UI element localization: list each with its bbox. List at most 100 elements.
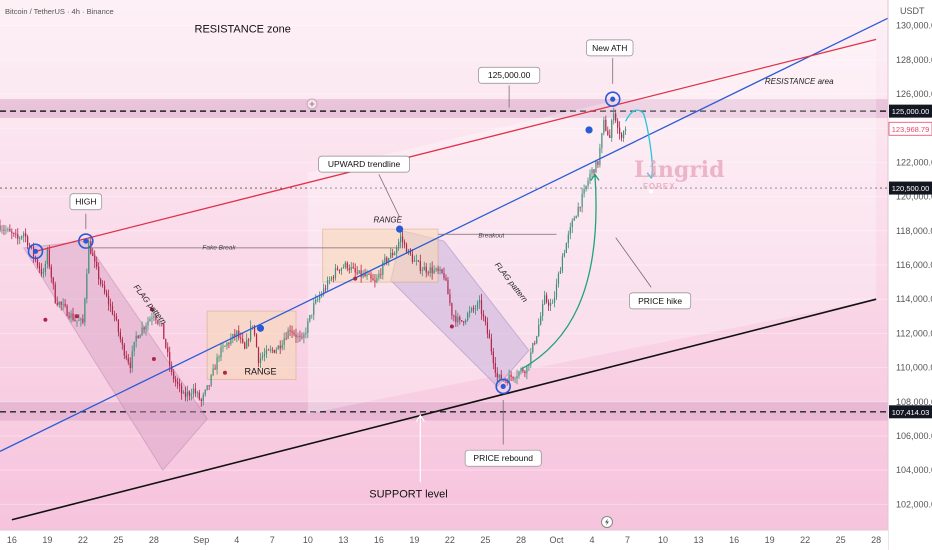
candle-body (123, 344, 125, 356)
candle-body (348, 268, 350, 270)
candle-body (149, 318, 151, 322)
annotation-label: PRICE hike (638, 296, 682, 306)
annotation-label: HIGH (75, 197, 96, 207)
rebound-ring-marker-dot (500, 383, 506, 389)
candle-body (82, 318, 84, 323)
candle-body (461, 320, 463, 322)
candle-body (186, 391, 189, 397)
annotation-label: New ATH (592, 43, 627, 53)
candle-body (113, 314, 116, 317)
x-tick-label: 7 (270, 535, 275, 545)
price-axis-panel[interactable] (888, 0, 932, 550)
watermark-brand: Lingrid (634, 157, 725, 183)
y-tick-label: 102,000.00 (896, 499, 932, 509)
candle-body (482, 313, 485, 317)
candle-body (242, 338, 244, 343)
y-tick-label: 126,000.00 (896, 89, 932, 99)
candle-body (526, 366, 528, 374)
candle-body (295, 334, 297, 338)
x-tick-label: 13 (338, 535, 348, 545)
candle-body (599, 147, 601, 165)
candle-body (139, 334, 141, 339)
candle-body (321, 294, 323, 297)
candle-body (544, 295, 546, 305)
candle-body (40, 269, 43, 274)
candle-body (76, 320, 78, 322)
candle-body (368, 274, 370, 275)
candle-body (133, 341, 135, 352)
annotation-box (318, 155, 410, 173)
candle-body (121, 339, 123, 345)
time-axis-panel[interactable] (0, 530, 888, 550)
candle-body (514, 378, 516, 380)
x-tick-label: 25 (836, 535, 846, 545)
candle-body (68, 315, 70, 318)
candle-body (326, 280, 329, 290)
candle-body (105, 292, 108, 297)
candle-body (135, 335, 137, 342)
candle-body (250, 326, 252, 341)
candle-body (324, 288, 327, 290)
pivot-ring-marker (27, 243, 44, 260)
candle-body (480, 300, 483, 314)
y-tick-label: 112,000.00 (896, 328, 932, 338)
plus-circle-icon[interactable] (306, 98, 318, 110)
x-tick-label: 10 (658, 535, 668, 545)
candle-body (340, 268, 342, 271)
candle-body (188, 391, 191, 396)
candle-body (102, 283, 104, 286)
candle-body (303, 334, 305, 338)
candle-body (494, 363, 496, 373)
candle-body (66, 305, 68, 316)
candle-body (403, 241, 406, 245)
candle-body (354, 268, 356, 273)
candle-body (88, 240, 90, 274)
touch-point-marker (396, 225, 404, 233)
candle-body (474, 308, 477, 310)
x-tick-label: 28 (871, 535, 881, 545)
candle-body (597, 161, 599, 165)
annotation-box (464, 449, 542, 467)
candle-body (319, 296, 321, 300)
swing-point-marker (74, 314, 79, 319)
candle-body (518, 371, 520, 377)
candle-body (143, 327, 145, 330)
candle-body (465, 320, 467, 323)
candle-body (581, 193, 583, 208)
candle-body (137, 335, 139, 339)
annotation-label: PRICE rebound (473, 453, 533, 463)
candle-body (478, 300, 481, 303)
candle-body (23, 233, 25, 237)
candle-body (374, 280, 376, 282)
candle-body (366, 274, 368, 277)
swing-point-marker (222, 370, 227, 375)
annotation-label: RANGE (374, 215, 403, 224)
x-tick-label: 19 (765, 535, 775, 545)
candle-body (496, 372, 498, 378)
candle-body (214, 368, 216, 370)
candle-body (405, 244, 408, 254)
zone-band (0, 99, 888, 118)
candle-body (165, 339, 167, 348)
x-tick-label: 22 (445, 535, 455, 545)
candle-body (587, 180, 589, 186)
candle-body (173, 371, 175, 380)
candle-body (72, 313, 74, 320)
candle-body (421, 270, 423, 272)
candle-body (358, 270, 360, 274)
candle-body (198, 392, 200, 400)
candle-body (451, 303, 453, 316)
candle-body (311, 314, 313, 316)
candle-body (540, 316, 542, 325)
candle-body (253, 325, 256, 335)
candle-body (330, 277, 333, 281)
price-label-box (889, 181, 932, 195)
candle-body (307, 321, 309, 333)
markers-layer (27, 58, 656, 483)
candle-body (153, 315, 155, 318)
candle-body (226, 343, 228, 346)
candle-body (536, 336, 538, 344)
lightning-icon[interactable] (601, 516, 613, 528)
candle-body (607, 130, 609, 136)
